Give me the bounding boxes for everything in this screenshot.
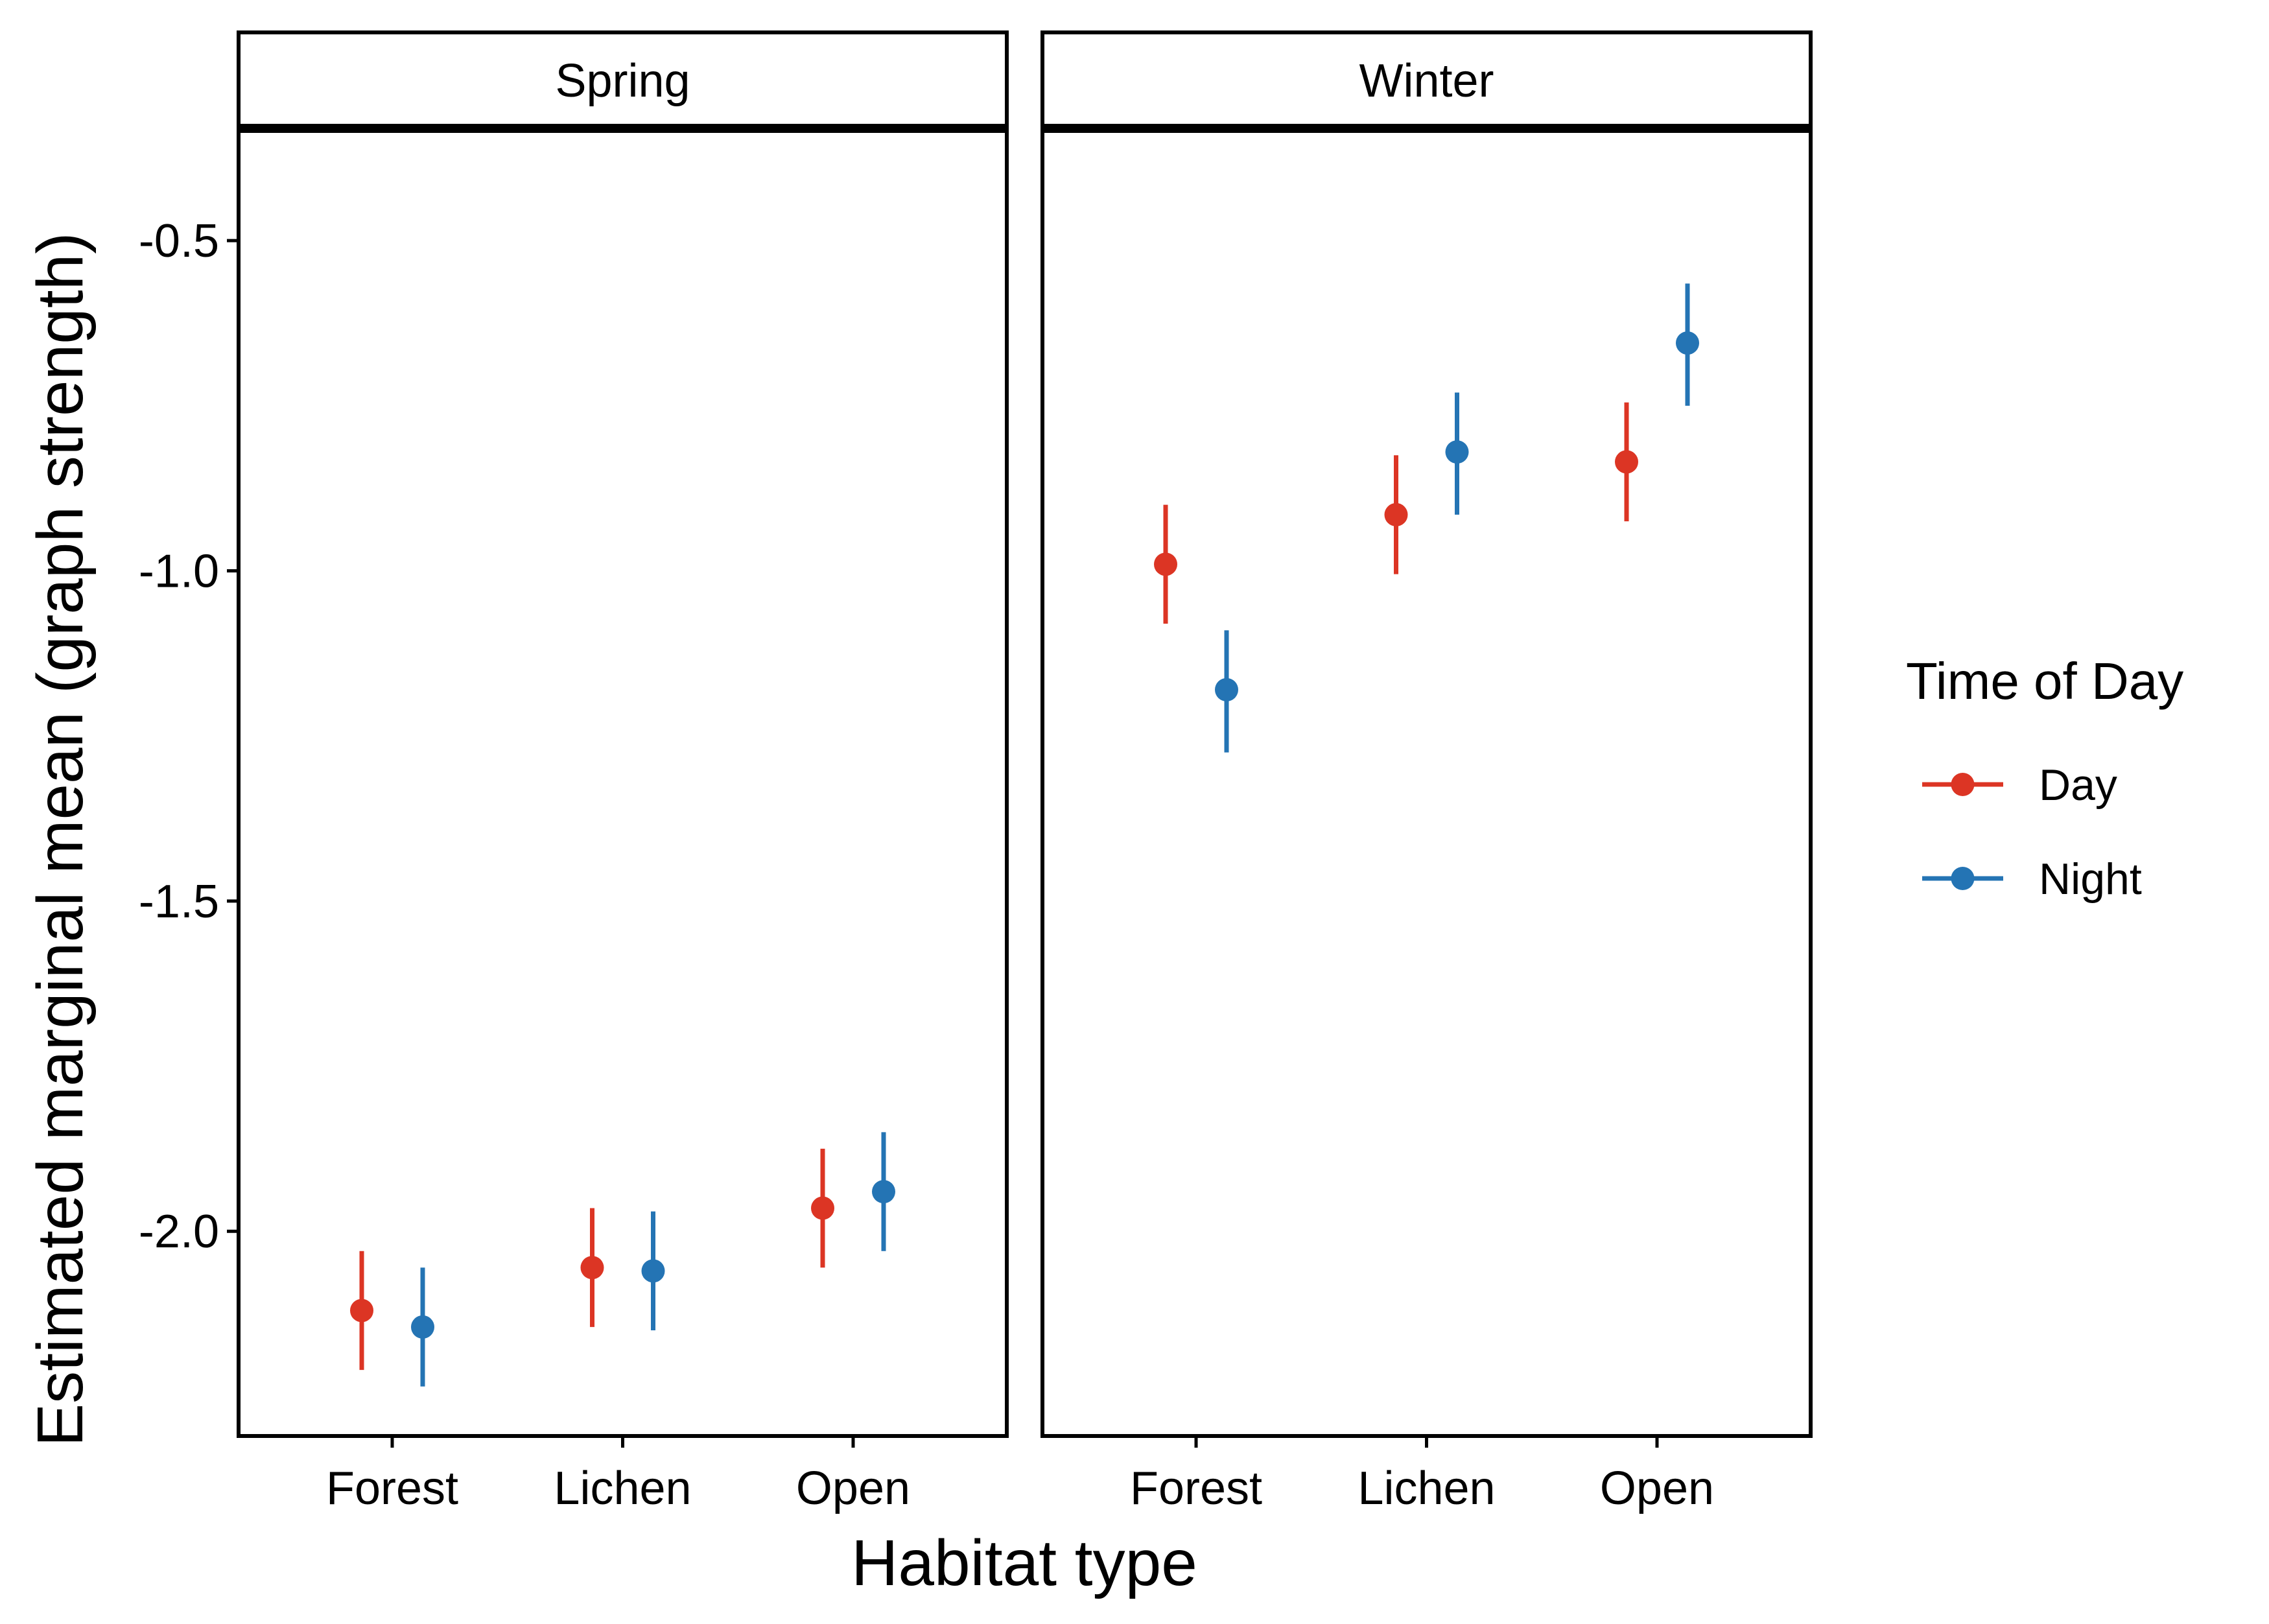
x-axis-title: Habitat type (851, 1527, 1197, 1599)
x-tick-label: Forest (1130, 1463, 1262, 1514)
legend-label: Day (2039, 760, 2117, 810)
data-point (1384, 502, 1408, 526)
y-tick-label: -2.0 (139, 1206, 219, 1258)
data-point (1676, 331, 1699, 355)
data-point (641, 1259, 665, 1283)
x-tick-label: Lichen (1358, 1463, 1495, 1514)
legend-key-point (1951, 773, 1975, 796)
y-tick-label: -1.5 (139, 876, 219, 928)
panel-border (1040, 126, 1813, 1438)
data-point (1154, 552, 1177, 576)
x-tick-label: Lichen (554, 1463, 691, 1514)
facet-strip (1040, 30, 1813, 130)
y-axis-title: Estimated marginal mean (graph strength) (24, 232, 97, 1446)
data-point (872, 1180, 895, 1204)
x-tick-label: Open (1600, 1463, 1714, 1514)
data-point (811, 1196, 834, 1220)
y-tick-label: -1.0 (139, 546, 219, 598)
y-tick-label: -0.5 (139, 215, 219, 267)
x-tick-label: Forest (326, 1463, 458, 1514)
data-point (1445, 440, 1469, 464)
data-point (411, 1315, 434, 1339)
panel-border (237, 126, 1009, 1438)
x-tick-label: Open (796, 1463, 910, 1514)
facet-strip (237, 30, 1009, 130)
data-point (1615, 450, 1638, 474)
facet-strip-label: Spring (555, 55, 690, 107)
data-point (350, 1299, 373, 1323)
data-point (580, 1256, 604, 1280)
legend-label: Night (2039, 854, 2142, 904)
legend-key-point (1951, 867, 1975, 890)
legend-title: Time of Day (1906, 652, 2183, 710)
data-point (1215, 677, 1238, 701)
facet-strip-label: Winter (1359, 55, 1494, 107)
marks-layer: -0.5 -1.0 -1.5 -2.0 Spring Forest Lichen Open Wi… (139, 30, 2142, 1514)
